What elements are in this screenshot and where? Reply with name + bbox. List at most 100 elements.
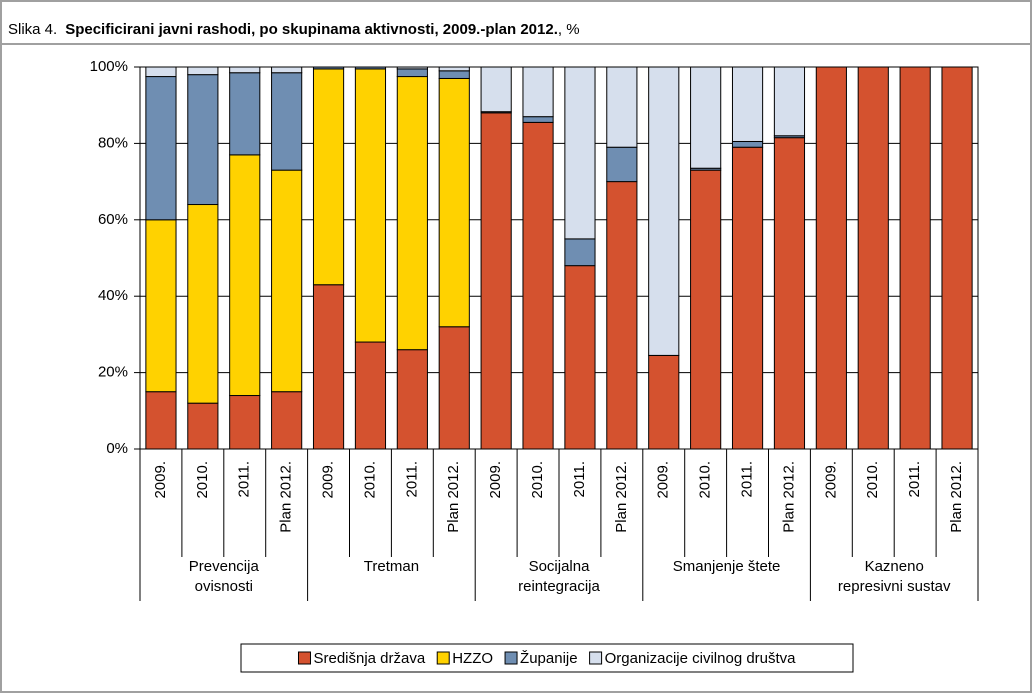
bar-segment — [229, 154, 261, 397]
group-label: Kazneno — [865, 558, 924, 575]
bar-segment — [438, 66, 470, 72]
bar-segment — [396, 349, 428, 450]
x-tick-label: 2011. — [236, 461, 253, 497]
title-prefix: Slika 4. — [8, 21, 57, 38]
bar-segment — [815, 66, 847, 450]
bar-segment — [941, 66, 973, 450]
bar-segment — [145, 66, 177, 78]
group-label: ovisnosti — [195, 578, 253, 595]
x-tick-label: 2010. — [361, 461, 378, 499]
bar-segment — [354, 341, 387, 450]
bar-segment — [271, 391, 303, 450]
bar-segment — [438, 77, 470, 328]
group-label: reintegracija — [518, 578, 600, 595]
x-tick-label: 2009. — [487, 461, 504, 499]
bar-segment — [480, 66, 512, 113]
y-tick-label: 80% — [98, 134, 128, 151]
bar-segment — [731, 66, 764, 142]
y-tick-label: 20% — [98, 364, 128, 381]
y-tick-label: 0% — [106, 440, 128, 457]
x-tick-label: Plan 2012. — [780, 461, 797, 533]
x-tick-label: 2011. — [403, 461, 420, 497]
bar-segment — [522, 66, 554, 118]
bar-segment — [606, 146, 638, 183]
bar-segment — [438, 326, 470, 450]
bar-segment — [773, 66, 806, 137]
bar-segment — [229, 72, 261, 156]
bar-segment — [354, 68, 387, 343]
group-label: Prevencija — [189, 558, 260, 575]
bar-segment — [690, 66, 722, 169]
bar-segment — [271, 72, 303, 171]
legend-box — [240, 643, 854, 673]
bar-segment — [438, 70, 470, 79]
group-label: Socijalna — [529, 558, 591, 575]
bar-segment — [145, 76, 177, 221]
x-tick-label: Plan 2012. — [445, 461, 462, 533]
chart-title: Slika 4. Specificirani javni rashodi, po … — [8, 21, 580, 38]
bar-segment — [564, 66, 596, 240]
x-tick-label: 2009. — [152, 461, 169, 499]
legend-label: Županije — [520, 650, 578, 667]
bar-segment — [187, 66, 219, 76]
bar-segment — [229, 66, 261, 74]
x-tick-label: Plan 2012. — [948, 461, 965, 533]
bar-segment — [522, 121, 554, 450]
legend-label: Središnja država — [313, 650, 425, 667]
group-label: Tretman — [364, 558, 419, 575]
y-tick-label: 100% — [90, 58, 128, 75]
bar-segment — [396, 68, 428, 78]
bar-segment — [271, 169, 303, 393]
bar-segment — [773, 137, 806, 450]
x-tick-label: 2009. — [320, 461, 337, 499]
bar-segment — [312, 284, 345, 450]
bar-segment — [857, 66, 889, 450]
bar-segment — [396, 76, 428, 351]
legend-swatch — [504, 651, 518, 665]
group-label: Smanjenje štete — [673, 558, 781, 575]
x-tick-label: 2009. — [822, 461, 839, 499]
bar-segment — [648, 354, 680, 450]
legend-label: HZZO — [452, 650, 493, 667]
x-tick-label: 2010. — [864, 461, 881, 499]
bar-segment — [564, 265, 596, 450]
bar-segment — [606, 181, 638, 450]
y-tick-label: 40% — [98, 287, 128, 304]
x-tick-label: 2011. — [739, 461, 756, 497]
y-tick-label: 60% — [98, 211, 128, 228]
bar-segment — [312, 68, 345, 286]
bar-segment — [690, 169, 722, 450]
bar-segment — [145, 219, 177, 393]
bar-segment — [229, 395, 261, 450]
x-tick-label: 2010. — [194, 461, 211, 499]
x-tick-label: 2011. — [906, 461, 923, 497]
legend-swatch — [436, 651, 450, 665]
title-main: Specificirani javni rashodi, po skupinam… — [65, 21, 558, 38]
bar-segment — [271, 66, 303, 74]
x-tick-label: Plan 2012. — [278, 461, 295, 533]
group-label: represivni sustav — [838, 578, 951, 595]
title-suffix: , % — [558, 21, 580, 38]
legend-swatch — [297, 651, 311, 665]
bar-segment — [187, 74, 219, 206]
x-tick-label: Plan 2012. — [613, 461, 630, 533]
bar-segment — [648, 66, 680, 356]
bar-segment — [606, 66, 638, 148]
x-tick-label: 2010. — [697, 461, 714, 499]
x-tick-label: 2011. — [571, 461, 588, 497]
bar-segment — [731, 146, 764, 450]
bar-segment — [480, 112, 512, 450]
bar-segment — [145, 391, 177, 450]
x-tick-label: 2009. — [655, 461, 672, 499]
bar-segment — [187, 204, 219, 404]
bar-segment — [564, 238, 596, 267]
legend-label: Organizacije civilnog društva — [605, 650, 797, 667]
x-tick-label: 2010. — [529, 461, 546, 499]
bar-segment — [522, 116, 554, 123]
bar-segment — [899, 66, 931, 450]
bar-segment — [187, 402, 219, 450]
bar-segment — [731, 140, 764, 148]
legend-swatch — [589, 651, 603, 665]
